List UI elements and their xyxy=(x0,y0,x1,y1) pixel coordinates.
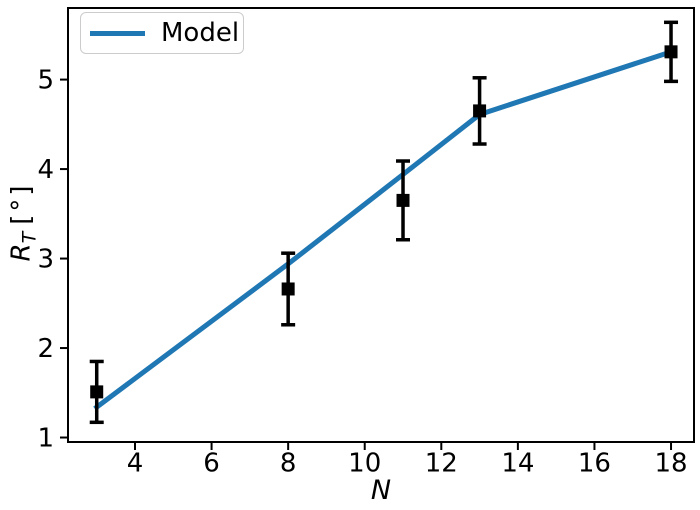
y-axis-label: RT [°] xyxy=(6,182,41,262)
legend-line-swatch xyxy=(90,30,145,36)
legend: Model xyxy=(80,12,244,54)
ylabel-symbol: R xyxy=(6,243,37,262)
svg-text:4: 4 xyxy=(37,155,54,185)
svg-text:14: 14 xyxy=(501,449,534,479)
svg-text:1: 1 xyxy=(37,424,54,454)
legend-label: Model xyxy=(161,18,240,48)
svg-text:5: 5 xyxy=(37,66,54,96)
svg-text:8: 8 xyxy=(280,449,297,479)
ylabel-subscript: T xyxy=(18,231,41,244)
ylabel-unit: [°] xyxy=(6,182,37,225)
svg-text:2: 2 xyxy=(37,334,54,364)
svg-text:3: 3 xyxy=(37,245,54,275)
svg-text:4: 4 xyxy=(127,449,144,479)
x-axis-label: N xyxy=(370,475,392,506)
svg-text:18: 18 xyxy=(654,449,687,479)
svg-text:12: 12 xyxy=(425,449,458,479)
svg-text:10: 10 xyxy=(348,449,381,479)
svg-text:16: 16 xyxy=(578,449,611,479)
svg-text:6: 6 xyxy=(203,449,220,479)
